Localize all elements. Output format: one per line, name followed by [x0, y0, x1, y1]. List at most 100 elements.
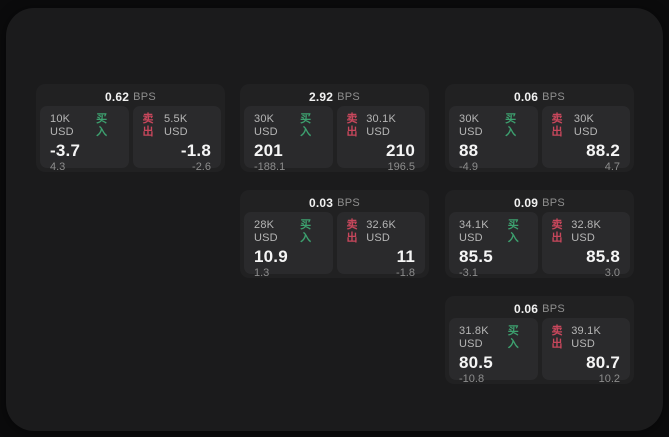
- buy-quote-panel[interactable]: 34.1K USD 买入 85.5 -3.1: [449, 212, 538, 279]
- spread-header: 2.92 BPS: [244, 87, 425, 106]
- buy-size-label: 30K USD: [459, 113, 483, 138]
- sell-size-label: 5.5K USD: [163, 113, 188, 138]
- buy-tag: 买入: [300, 113, 312, 138]
- buy-quote-panel[interactable]: 28K USD 买入 10.9 1.3: [244, 212, 333, 279]
- sell-delta: -1.8: [396, 267, 415, 279]
- sell-quote-panel[interactable]: 卖出 30K USD 88.2 4.7: [541, 106, 630, 173]
- spread-value: 0.03: [308, 195, 334, 210]
- sell-size-label: 30K USD: [573, 113, 598, 138]
- buy-price: 80.5: [459, 353, 493, 372]
- sell-top-row: 卖出 32.8K USD: [552, 219, 621, 245]
- buy-tag: 买入: [300, 219, 312, 244]
- buy-size-label: 10K USD: [50, 113, 74, 138]
- quote-body: 34.1K USD 买入 85.5 -3.1 卖出 32.8K USD 85.8…: [449, 212, 630, 279]
- sell-top-row: 卖出 30.1K USD: [347, 113, 416, 139]
- buy-top-row: 28K USD 买入: [254, 219, 323, 245]
- buy-top-row: 30K USD 买入: [459, 113, 528, 139]
- sell-quote-panel[interactable]: 卖出 32.6K USD 11 -1.8: [336, 212, 425, 279]
- buy-delta: -4.9: [459, 161, 478, 173]
- buy-tag: 买入: [507, 325, 520, 350]
- sell-price: -1.8: [180, 141, 211, 160]
- sell-tag: 卖出: [551, 325, 563, 350]
- spread-header: 0.62 BPS: [40, 87, 221, 106]
- buy-size-label: 28K USD: [254, 219, 278, 244]
- buy-top-row: 34.1K USD 买入: [459, 219, 528, 245]
- sell-delta: 10.2: [598, 373, 620, 385]
- buy-top-row: 30K USD 买入: [254, 113, 323, 139]
- buy-price: -3.7: [50, 141, 81, 160]
- quotes-board: 0.62 BPS 10K USD 买入 -3.7 4.3 卖出 5.5K USD…: [6, 8, 663, 431]
- spread-unit: BPS: [337, 90, 361, 103]
- spread-header: 0.09 BPS: [449, 193, 630, 212]
- quote-card: 2.92 BPS 30K USD 买入 201 -188.1 卖出 30.1K …: [240, 84, 429, 173]
- buy-delta: 1.3: [254, 267, 270, 279]
- sell-delta: -2.6: [192, 161, 211, 173]
- spread-header: 0.06 BPS: [449, 299, 630, 318]
- sell-top-row: 卖出 5.5K USD: [143, 113, 212, 139]
- sell-tag: 卖出: [346, 219, 358, 244]
- spread-unit: BPS: [542, 302, 566, 315]
- sell-delta: 3.0: [604, 267, 620, 279]
- sell-quote-panel[interactable]: 卖出 5.5K USD -1.8 -2.6: [132, 106, 221, 173]
- quote-card: 0.06 BPS 31.8K USD 买入 80.5 -10.8 卖出 39.1…: [445, 296, 634, 385]
- buy-price: 85.5: [459, 247, 493, 266]
- sell-quote-panel[interactable]: 卖出 32.8K USD 85.8 3.0: [541, 212, 630, 279]
- spread-value: 0.06: [513, 89, 539, 104]
- quote-body: 10K USD 买入 -3.7 4.3 卖出 5.5K USD -1.8 -2.…: [40, 106, 221, 173]
- quote-body: 28K USD 买入 10.9 1.3 卖出 32.6K USD 11 -1.8: [244, 212, 425, 279]
- sell-tag: 卖出: [551, 219, 563, 244]
- sell-tag: 卖出: [346, 113, 358, 138]
- sell-top-row: 卖出 30K USD: [552, 113, 621, 139]
- spread-value: 2.92: [308, 89, 334, 104]
- spread-header: 0.03 BPS: [244, 193, 425, 212]
- buy-delta: 4.3: [50, 161, 66, 173]
- sell-price: 210: [386, 141, 415, 160]
- buy-tag: 买入: [96, 113, 108, 138]
- spread-unit: BPS: [542, 90, 566, 103]
- buy-price: 201: [254, 141, 283, 160]
- buy-price: 88: [459, 141, 479, 160]
- buy-top-row: 10K USD 买入: [50, 113, 119, 139]
- sell-top-row: 卖出 32.6K USD: [347, 219, 416, 245]
- buy-size-label: 34.1K USD: [459, 219, 489, 244]
- quote-card: 0.06 BPS 30K USD 买入 88 -4.9 卖出 30K USD 8…: [445, 84, 634, 173]
- quote-body: 31.8K USD 买入 80.5 -10.8 卖出 39.1K USD 80.…: [449, 318, 630, 385]
- sell-price: 11: [396, 247, 415, 266]
- spread-header: 0.06 BPS: [449, 87, 630, 106]
- spread-value: 0.09: [513, 195, 539, 210]
- buy-quote-panel[interactable]: 30K USD 买入 201 -188.1: [244, 106, 333, 173]
- sell-quote-panel[interactable]: 卖出 30.1K USD 210 196.5: [336, 106, 425, 173]
- sell-size-label: 32.8K USD: [571, 219, 601, 244]
- spread-unit: BPS: [542, 196, 566, 209]
- sell-price: 80.7: [586, 353, 620, 372]
- buy-delta: -188.1: [254, 161, 286, 173]
- buy-price: 10.9: [254, 247, 288, 266]
- quote-body: 30K USD 买入 201 -188.1 卖出 30.1K USD 210 1…: [244, 106, 425, 173]
- quote-card: 0.09 BPS 34.1K USD 买入 85.5 -3.1 卖出 32.8K…: [445, 190, 634, 279]
- quote-card: 0.62 BPS 10K USD 买入 -3.7 4.3 卖出 5.5K USD…: [36, 84, 225, 173]
- buy-size-label: 30K USD: [254, 113, 278, 138]
- sell-size-label: 39.1K USD: [571, 325, 601, 350]
- sell-size-label: 32.6K USD: [366, 219, 396, 244]
- buy-quote-panel[interactable]: 30K USD 买入 88 -4.9: [449, 106, 538, 173]
- sell-delta: 196.5: [387, 161, 415, 173]
- buy-quote-panel[interactable]: 31.8K USD 买入 80.5 -10.8: [449, 318, 538, 385]
- buy-tag: 买入: [507, 219, 520, 244]
- spread-unit: BPS: [337, 196, 361, 209]
- buy-tag: 买入: [505, 113, 517, 138]
- sell-price: 85.8: [586, 247, 620, 266]
- buy-size-label: 31.8K USD: [459, 325, 489, 350]
- spread-unit: BPS: [133, 90, 157, 103]
- sell-delta: 4.7: [604, 161, 620, 173]
- buy-delta: -3.1: [459, 267, 478, 279]
- sell-price: 88.2: [586, 141, 620, 160]
- buy-top-row: 31.8K USD 买入: [459, 325, 528, 351]
- sell-top-row: 卖出 39.1K USD: [552, 325, 621, 351]
- buy-delta: -10.8: [459, 373, 485, 385]
- sell-quote-panel[interactable]: 卖出 39.1K USD 80.7 10.2: [541, 318, 630, 385]
- quote-card: 0.03 BPS 28K USD 买入 10.9 1.3 卖出 32.6K US…: [240, 190, 429, 279]
- sell-tag: 卖出: [551, 113, 563, 138]
- spread-value: 0.62: [104, 89, 130, 104]
- buy-quote-panel[interactable]: 10K USD 买入 -3.7 4.3: [40, 106, 129, 173]
- sell-size-label: 30.1K USD: [366, 113, 396, 138]
